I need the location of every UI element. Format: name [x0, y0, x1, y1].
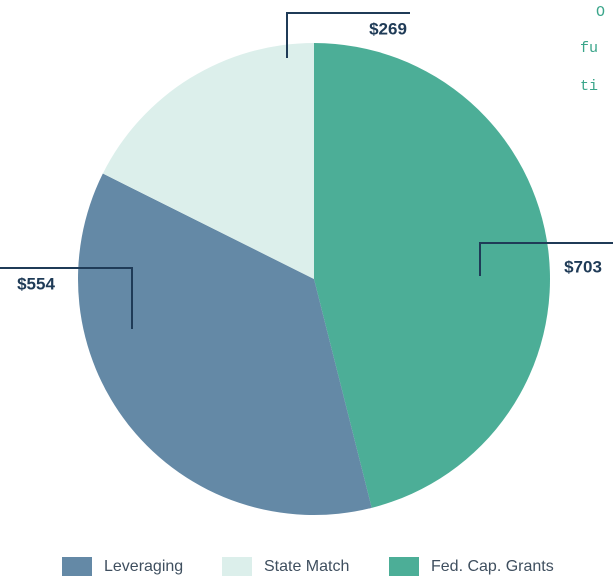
pie-slice [77, 173, 372, 515]
legend-label: State Match [264, 558, 349, 575]
leader-line [0, 267, 133, 329]
legend-swatch [62, 557, 92, 576]
value-label: $703 [564, 257, 602, 276]
legend-swatch [389, 557, 419, 576]
pie-slice [314, 43, 551, 508]
leader-line [286, 12, 410, 58]
legend-label: Leveraging [104, 558, 183, 575]
side-text: fu [580, 40, 598, 57]
leader-line [479, 242, 613, 276]
side-text: ti [580, 78, 598, 95]
legend-swatch [222, 557, 252, 576]
side-text: O [596, 4, 605, 21]
legend-label: Fed. Cap. Grants [431, 558, 554, 575]
value-label: $554 [17, 274, 55, 293]
value-label: $269 [369, 19, 407, 38]
pie-slice [102, 43, 314, 279]
